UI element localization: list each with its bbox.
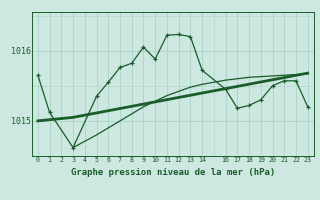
X-axis label: Graphe pression niveau de la mer (hPa): Graphe pression niveau de la mer (hPa) — [71, 168, 275, 177]
